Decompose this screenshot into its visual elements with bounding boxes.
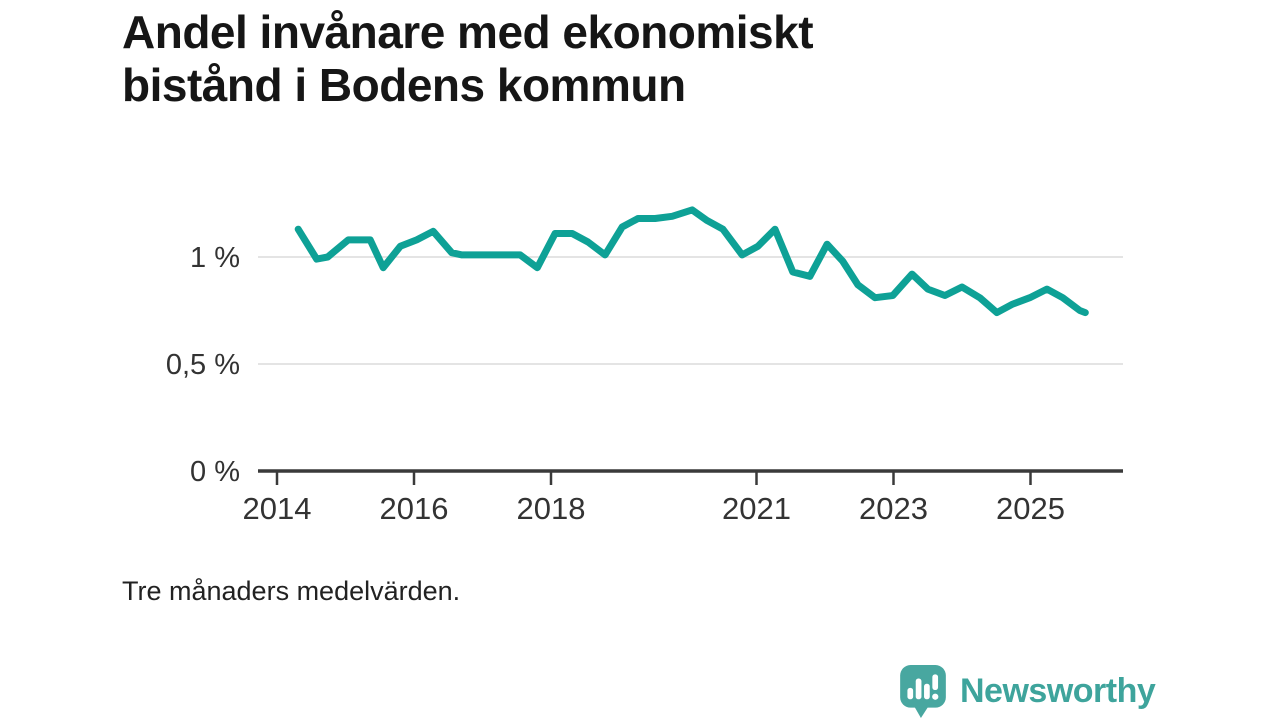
x-tick-label: 2023 [859, 491, 928, 526]
y-tick-label: 0 % [190, 456, 240, 488]
x-tick-label: 2016 [380, 491, 449, 526]
x-tick-label: 2025 [996, 491, 1065, 526]
x-tick-label: 2021 [722, 491, 791, 526]
y-tick-label: 0,5 % [166, 349, 240, 381]
chart-title: Andel invånare med ekonomiskt bistånd i … [122, 6, 1082, 112]
chart-footnote: Tre månaders medelvärden. [122, 576, 461, 606]
x-tick-label: 2014 [243, 491, 312, 526]
brand-name: Newsworthy [960, 671, 1156, 710]
data-line [294, 206, 1089, 317]
newsworthy-logo: Newsworthy [898, 663, 1156, 719]
x-tick-label: 2018 [517, 491, 586, 526]
chart-title-line1: Andel invånare med ekonomiskt [122, 6, 814, 58]
speech-bubble-bar-chart-icon [900, 665, 946, 718]
y-tick-label: 1 % [190, 242, 240, 274]
chart-title-line2: bistånd i Bodens kommun [122, 59, 686, 111]
